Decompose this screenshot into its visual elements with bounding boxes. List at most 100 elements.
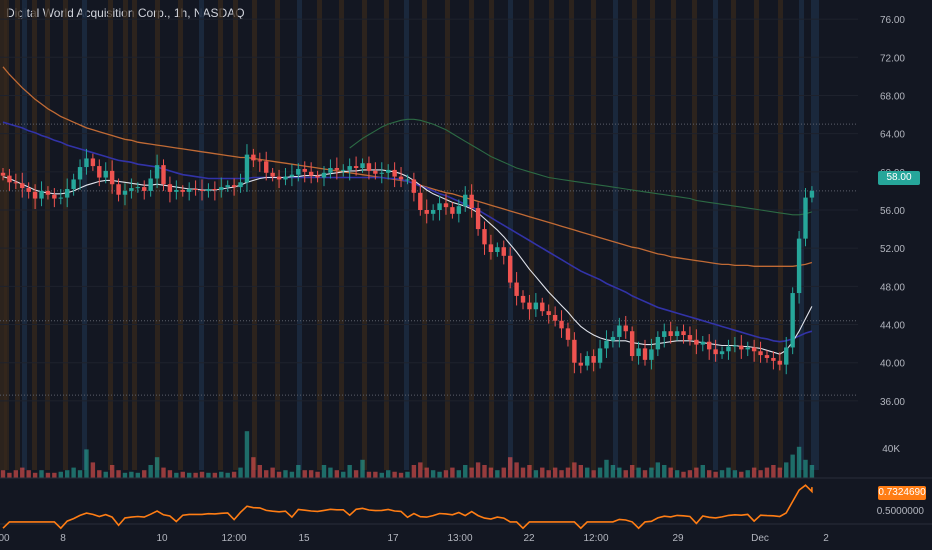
session-band bbox=[731, 0, 736, 470]
candle-body bbox=[655, 336, 661, 350]
candle-body bbox=[636, 348, 641, 357]
horizontal-levels bbox=[0, 123, 858, 396]
session-band bbox=[650, 0, 655, 470]
session-band bbox=[108, 0, 113, 470]
candle-body bbox=[565, 328, 571, 340]
candle-body bbox=[276, 176, 282, 180]
candle-body bbox=[758, 351, 763, 356]
volume-bar bbox=[334, 470, 340, 478]
volume-bar bbox=[610, 465, 616, 478]
volume-bar bbox=[283, 470, 288, 478]
session-band bbox=[799, 0, 804, 470]
time-tick-label: 29 bbox=[672, 533, 684, 544]
candle-body bbox=[405, 179, 410, 181]
volume-bar bbox=[167, 470, 173, 478]
session-band bbox=[199, 0, 204, 470]
oscillator-value-badge: 0.7324690 bbox=[878, 486, 926, 500]
session-band bbox=[508, 0, 513, 470]
candle-body bbox=[103, 170, 108, 178]
candle-body bbox=[39, 190, 44, 199]
time-tick-label: Dec bbox=[751, 533, 769, 544]
candle-body bbox=[540, 302, 545, 312]
candle-body bbox=[77, 167, 83, 180]
time-tick-label: 10 bbox=[156, 533, 168, 544]
candle-body bbox=[418, 192, 423, 210]
volume-bar bbox=[302, 470, 307, 478]
candle-body bbox=[321, 172, 327, 178]
volume-bar bbox=[469, 467, 474, 478]
session-band bbox=[123, 0, 128, 470]
volume-bar bbox=[482, 465, 487, 478]
volume-bar bbox=[803, 459, 808, 478]
volume-bar bbox=[296, 465, 301, 478]
volume-bar bbox=[662, 465, 667, 478]
volume-bar bbox=[790, 454, 795, 478]
session-band bbox=[569, 0, 574, 470]
session-band bbox=[32, 0, 37, 470]
candle-body bbox=[809, 190, 815, 198]
candle-body bbox=[65, 189, 70, 198]
session-band bbox=[178, 0, 183, 470]
time-tick-label: 12:00 bbox=[583, 533, 608, 544]
candle-body bbox=[193, 189, 198, 190]
candle-body bbox=[373, 170, 378, 174]
volume-bar bbox=[745, 470, 750, 478]
volume-bar bbox=[507, 457, 513, 478]
session-band bbox=[404, 0, 409, 470]
time-axis[interactable]: 00 8 10 12:00 15 17 13:00 22 12:00 29 Dec 2 bbox=[0, 533, 829, 544]
candle-body bbox=[180, 189, 185, 192]
volume-bar bbox=[386, 470, 391, 478]
session-band bbox=[422, 0, 427, 470]
candle-body bbox=[790, 293, 795, 348]
candle-body bbox=[623, 325, 628, 332]
candle-body bbox=[469, 194, 474, 209]
volume-bar bbox=[578, 465, 583, 478]
volume-bar bbox=[199, 471, 205, 478]
candle-body bbox=[642, 348, 648, 360]
candle-body bbox=[154, 165, 160, 179]
candle-body bbox=[52, 194, 57, 199]
volume-bar bbox=[353, 470, 359, 478]
volume-bar bbox=[777, 467, 783, 478]
volume-bar bbox=[84, 449, 89, 478]
volume-bar bbox=[764, 467, 770, 478]
candle-body bbox=[90, 158, 96, 167]
candle-body bbox=[161, 165, 166, 185]
session-band bbox=[384, 0, 389, 470]
volume-bar bbox=[418, 462, 423, 478]
volume-bar bbox=[527, 465, 532, 478]
candle-body bbox=[662, 331, 667, 337]
candle-body bbox=[142, 187, 147, 191]
volume-bar bbox=[225, 472, 230, 478]
candle-body bbox=[507, 255, 513, 283]
candle-body bbox=[488, 244, 494, 252]
candle-body bbox=[341, 169, 346, 171]
session-band bbox=[275, 0, 280, 470]
candle-body bbox=[456, 206, 462, 214]
volume-bar bbox=[732, 470, 738, 478]
candle-body bbox=[71, 179, 76, 189]
volume-bar bbox=[161, 467, 166, 478]
candle-body bbox=[225, 185, 230, 188]
candle-body bbox=[366, 163, 372, 171]
volume-bar bbox=[636, 467, 641, 478]
candle-body bbox=[122, 190, 128, 195]
volume-bar bbox=[231, 471, 237, 478]
price-tick-label: 64.00 bbox=[880, 130, 905, 141]
volume-bar bbox=[585, 467, 590, 478]
candle-body bbox=[687, 335, 693, 340]
price-axis[interactable]: 76.0072.0068.0064.0060.0056.0052.0048.00… bbox=[877, 15, 925, 517]
candle-body bbox=[546, 311, 551, 315]
volume-bar bbox=[719, 470, 725, 478]
volume-bar bbox=[26, 470, 31, 478]
volume-bar bbox=[186, 472, 192, 478]
price-tick-label: 48.00 bbox=[880, 282, 905, 293]
volume-bar bbox=[796, 446, 802, 478]
candle-body bbox=[649, 349, 654, 360]
candle-body bbox=[430, 210, 436, 214]
volume-bar bbox=[219, 471, 224, 478]
candle-body bbox=[739, 345, 744, 350]
candle-body bbox=[424, 210, 429, 214]
volume-bar bbox=[270, 467, 275, 478]
